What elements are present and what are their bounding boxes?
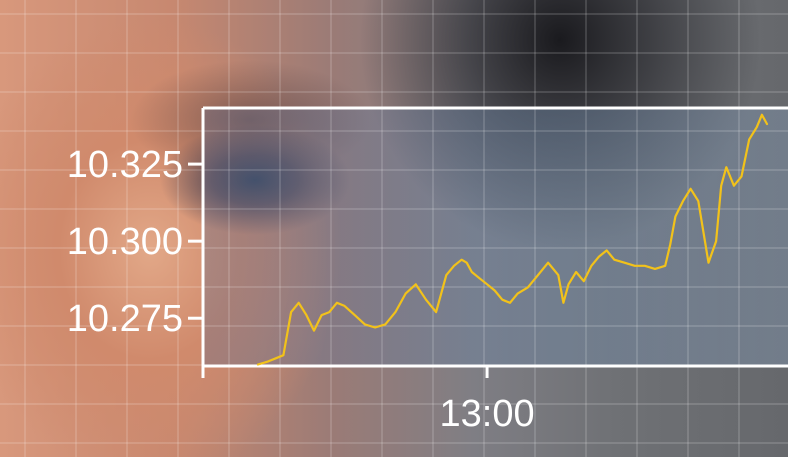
plot-area-tint: [203, 108, 788, 366]
x-tick-label: 13:00: [440, 393, 535, 435]
price-series-line: [256, 113, 769, 366]
y-tick-label: 10.275: [67, 298, 183, 340]
y-axis-ticks: 10.325 10.300 10.275: [67, 144, 203, 340]
x-axis-ticks: 13:00: [201, 366, 535, 435]
y-tick-label: 10.300: [67, 221, 183, 263]
plot-frame: [201, 106, 788, 368]
y-tick-label: 10.325: [67, 144, 183, 186]
